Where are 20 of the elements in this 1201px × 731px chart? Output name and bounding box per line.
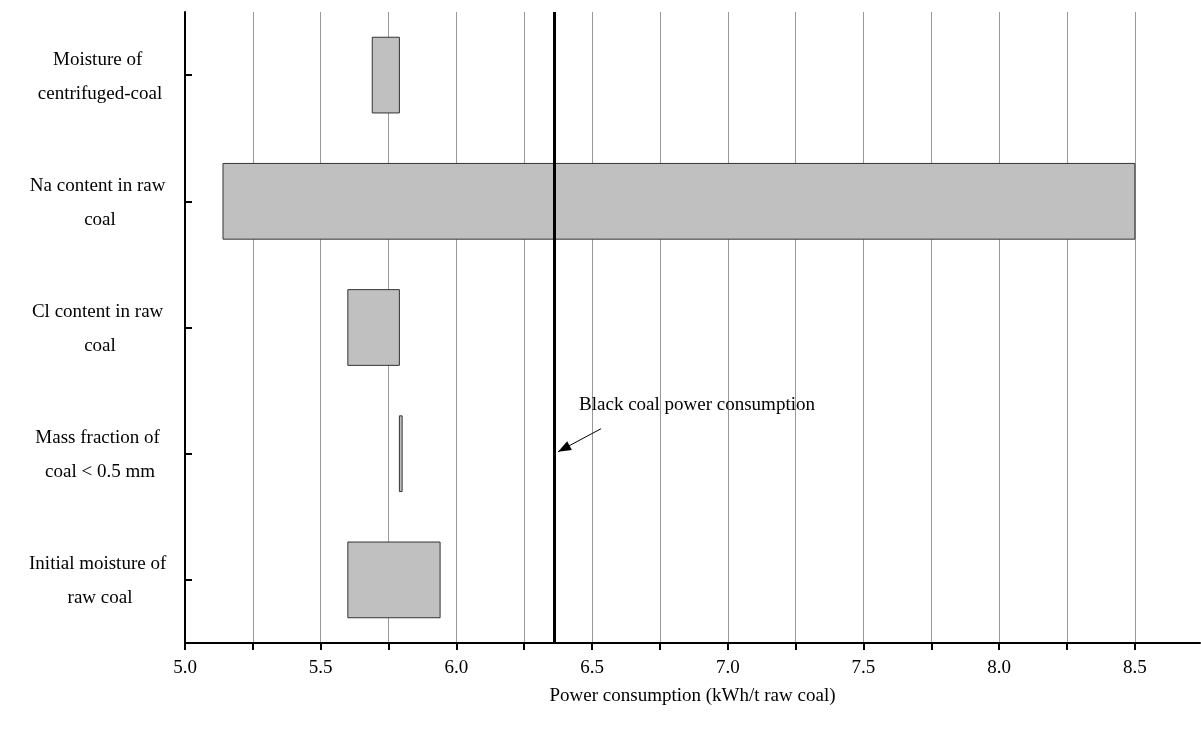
x-tick-label: 5.5: [308, 656, 333, 677]
bar: [398, 415, 403, 493]
y-tick-label: Initial moisture of raw coal: [29, 552, 171, 608]
ref-line-label: Black coal power consumption: [579, 392, 816, 414]
y-tick-label: Moisture of centrifuged-coal: [37, 47, 163, 103]
x-tick-label: 8.0: [987, 656, 1012, 677]
bar: [347, 541, 441, 619]
x-tick-label: 6.0: [444, 656, 469, 677]
y-tick-label: Mass fraction of coal < 0.5 mm: [35, 426, 165, 482]
x-axis-title: Power consumption (kWh/t raw coal): [549, 684, 836, 706]
x-tick-label: 7.5: [851, 656, 876, 677]
bar: [222, 162, 1136, 240]
x-tick-label: 8.5: [1122, 656, 1147, 677]
x-tick-label: 7.0: [715, 656, 740, 677]
y-tick-label: Na content in raw coal: [29, 173, 171, 229]
bar: [347, 289, 400, 366]
y-tick-label: Cl content in raw coal: [31, 300, 169, 355]
x-tick-label: 6.5: [580, 656, 604, 677]
x-tick-label: 5.0: [173, 656, 197, 677]
bar: [371, 36, 400, 114]
